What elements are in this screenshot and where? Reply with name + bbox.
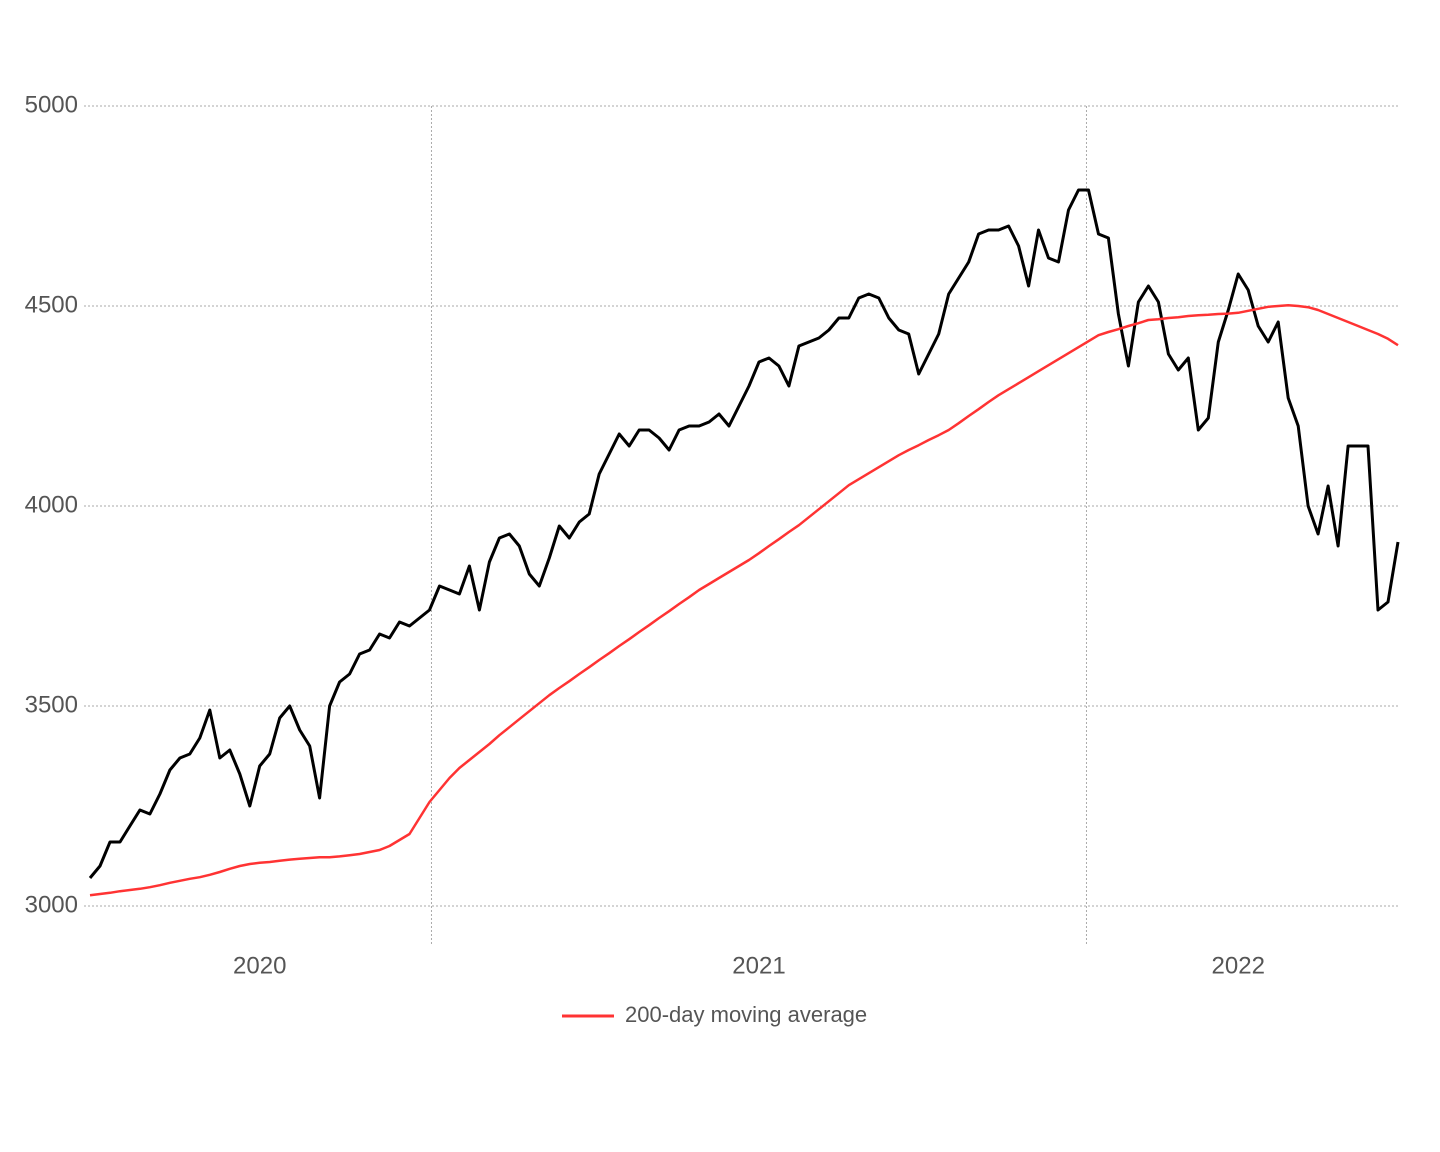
data-line — [89, 303, 1399, 897]
x-tick-label: 2021 — [732, 952, 785, 979]
x-tick-label: 2022 — [1212, 952, 1265, 979]
legend-label: 200-day moving average — [625, 1002, 867, 1027]
y-tick-label: 4000 — [25, 491, 78, 518]
data-line — [88, 188, 1400, 879]
y-tick-label: 4500 — [25, 291, 78, 318]
y-tick-label: 3000 — [25, 891, 78, 918]
y-tick-label: 5000 — [25, 91, 78, 118]
x-tick-label: 2020 — [233, 952, 286, 979]
y-tick-label: 3500 — [25, 691, 78, 718]
